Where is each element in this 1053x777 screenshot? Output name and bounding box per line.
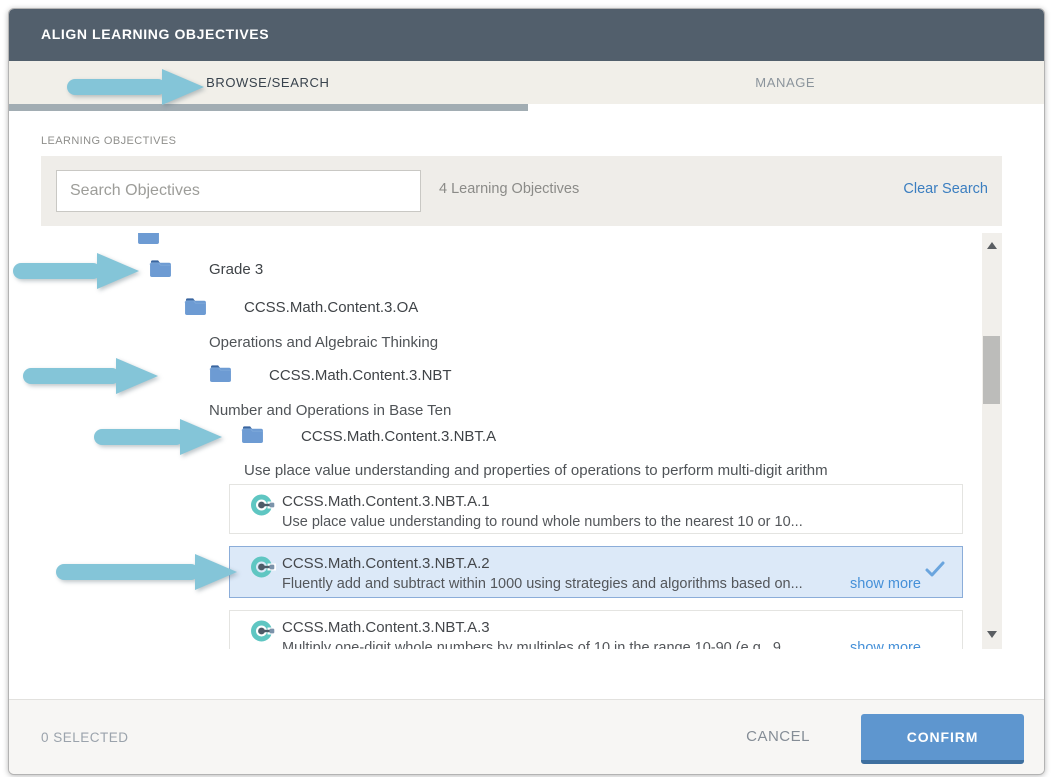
- tab-browse-search-label: BROWSE/SEARCH: [206, 75, 330, 90]
- objective-code: CCSS.Math.Content.3.NBT.A.1: [282, 493, 490, 510]
- tree-node-3nbt-description: Number and Operations in Base Ten: [209, 402, 452, 419]
- search-bar: 4 Learning Objectives Clear Search: [41, 156, 1002, 226]
- objective-card-nbta3[interactable]: CCSS.Math.Content.3.NBT.A.3 Multiply one…: [229, 610, 963, 649]
- tab-manage-label: MANAGE: [755, 75, 816, 90]
- tab-bar: BROWSE/SEARCH MANAGE: [9, 61, 1044, 104]
- objective-description: Multiply one-digit whole numbers by mult…: [282, 640, 793, 649]
- folder-icon-3nbt[interactable]: [209, 364, 232, 383]
- tree-node-3oa[interactable]: CCSS.Math.Content.3.OA: [244, 299, 419, 316]
- objectives-tree: Grade 3 CCSS.Math.Content.3.OA Operation…: [41, 233, 1002, 649]
- objective-icon: [250, 554, 276, 580]
- folder-icon-3nbta[interactable]: [241, 425, 264, 444]
- folder-icon-3oa[interactable]: [184, 297, 207, 316]
- tree-node-3nbt[interactable]: CCSS.Math.Content.3.NBT: [269, 367, 452, 384]
- tab-browse-search[interactable]: BROWSE/SEARCH: [9, 61, 527, 104]
- checkmark-icon: [925, 561, 945, 577]
- scrollbar-track[interactable]: [982, 233, 1002, 649]
- objective-description: Fluently add and subtract within 1000 us…: [282, 576, 803, 592]
- scrollbar-thumb[interactable]: [983, 336, 1000, 404]
- objective-code: CCSS.Math.Content.3.NBT.A.2: [282, 555, 490, 572]
- cancel-button[interactable]: CANCEL: [746, 728, 810, 745]
- clear-search-link[interactable]: Clear Search: [903, 181, 988, 197]
- scrollbar-down-arrow[interactable]: [987, 631, 997, 638]
- search-input[interactable]: [56, 170, 421, 212]
- objective-icon: [250, 618, 276, 644]
- folder-icon-grade-3[interactable]: [149, 259, 172, 278]
- section-label: LEARNING OBJECTIVES: [41, 135, 177, 147]
- confirm-button[interactable]: CONFIRM: [861, 714, 1024, 764]
- dialog-header: ALIGN LEARNING OBJECTIVES: [9, 9, 1044, 61]
- objective-icon: [250, 492, 276, 518]
- objective-count: 4 Learning Objectives: [439, 181, 580, 197]
- tree-node-grade-3[interactable]: Grade 3: [209, 261, 264, 278]
- show-more-link[interactable]: show more: [850, 640, 921, 649]
- active-tab-indicator: [9, 104, 528, 111]
- objective-description: Use place value understanding to round w…: [282, 514, 803, 530]
- selected-count: 0 SELECTED: [41, 730, 129, 745]
- scrollbar-up-arrow[interactable]: [987, 242, 997, 249]
- tab-manage[interactable]: MANAGE: [527, 61, 1045, 104]
- align-objectives-dialog: ALIGN LEARNING OBJECTIVES BROWSE/SEARCH …: [8, 8, 1045, 775]
- objective-code: CCSS.Math.Content.3.NBT.A.3: [282, 619, 490, 636]
- objective-card-nbta2[interactable]: CCSS.Math.Content.3.NBT.A.2 Fluently add…: [229, 546, 963, 598]
- show-more-link[interactable]: show more: [850, 576, 921, 592]
- dialog-title: ALIGN LEARNING OBJECTIVES: [41, 26, 270, 42]
- tree-node-3nbta-description: Use place value understanding and proper…: [244, 462, 828, 479]
- tree-node-3oa-description: Operations and Algebraic Thinking: [209, 334, 439, 351]
- objective-card-nbta1[interactable]: CCSS.Math.Content.3.NBT.A.1 Use place va…: [229, 484, 963, 534]
- folder-icon[interactable]: [137, 233, 160, 245]
- dialog-footer: 0 SELECTED CANCEL CONFIRM: [9, 699, 1044, 774]
- tree-node-3nbta[interactable]: CCSS.Math.Content.3.NBT.A: [301, 428, 497, 445]
